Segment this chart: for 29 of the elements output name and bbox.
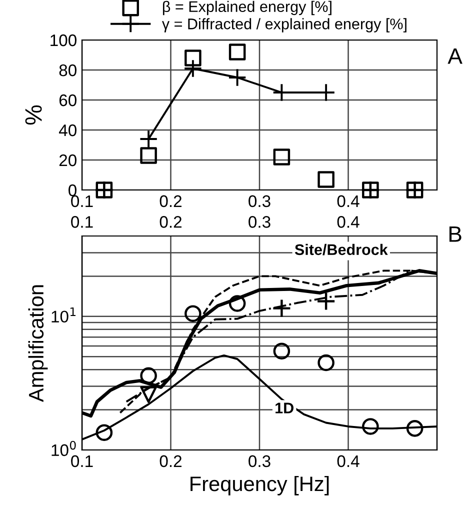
x2-tick-label: 0.4 bbox=[337, 216, 360, 228]
y-tick-label: 10$^{0}$ bbox=[52, 440, 76, 456]
y-tick-label: 100 bbox=[50, 34, 76, 46]
x-tick-label: 0.4 bbox=[337, 455, 360, 468]
x-tick-label: 0.4 bbox=[337, 195, 360, 208]
y-tick-label: 20 bbox=[59, 154, 76, 166]
y-tick-label: 40 bbox=[58, 124, 76, 136]
y-axis-title: Amplification bbox=[28, 285, 48, 402]
annotation: Site/Bedrock bbox=[294, 244, 388, 256]
text: B bbox=[449, 226, 462, 242]
y-tick-label: 0 bbox=[68, 184, 76, 196]
x2-tick-label: 0.1 bbox=[71, 216, 93, 228]
x-tick-label: 0.2 bbox=[160, 195, 182, 208]
y-tick-label: 10$^{1}$ bbox=[52, 307, 76, 323]
x2-tick-label: 0.3 bbox=[248, 216, 270, 228]
x2-tick-label: 0.2 bbox=[160, 216, 182, 228]
x-axis-title: Frequency [Hz] bbox=[190, 476, 329, 496]
x-tick-label: 0.3 bbox=[248, 195, 270, 208]
y-tick-label: 80 bbox=[59, 64, 76, 76]
text: A bbox=[448, 48, 462, 64]
y-tick-label: 60 bbox=[59, 94, 76, 106]
x-tick-label: 0.2 bbox=[160, 455, 182, 468]
legend-label: γ = Diffracted / explained energy [%] bbox=[162, 18, 406, 32]
annotation: 1D bbox=[276, 402, 294, 414]
x-tick-label: 0.3 bbox=[248, 455, 270, 468]
legend-label: β = Explained energy [%] bbox=[162, 0, 332, 16]
x-tick-label: 0.1 bbox=[71, 195, 93, 208]
x-tick-label: 0.1 bbox=[71, 455, 93, 468]
y-axis-title: % bbox=[25, 105, 42, 125]
